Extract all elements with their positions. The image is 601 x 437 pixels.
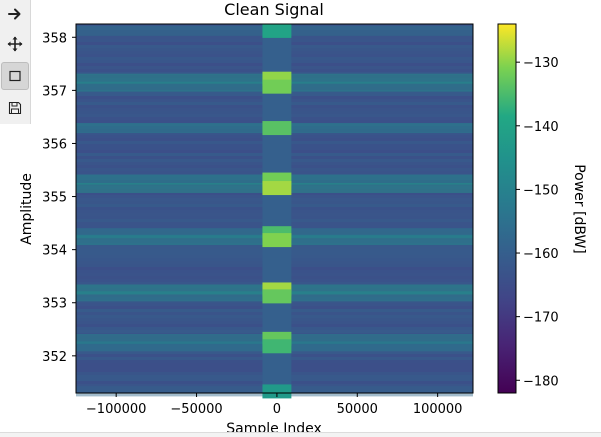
navigation-toolbar [0,0,31,124]
y-tick-label: 353 [42,297,67,312]
heatmap-image [76,23,473,399]
signal-peak [262,384,292,399]
y-axis: 352 353 354 355 356 357 358 [42,31,76,365]
y-tick-label: 356 [42,137,67,152]
colorbar-ticks: −180 −170 −160 −150 −140 −130 [516,56,559,389]
colorbar-gradient [497,23,517,394]
signal-peak [262,339,292,354]
y-tick-label: 355 [42,191,67,206]
colorbar-tick-label: −170 [523,311,559,326]
rectangle-icon [9,70,21,82]
y-tick-label: 357 [42,84,67,99]
y-tick-label: 354 [42,244,67,259]
status-strip [0,432,601,437]
colorbar: −180 −170 −160 −150 −140 −130 Power [dBW] [497,23,587,394]
y-axis-label: Amplitude [19,173,35,245]
y-tick-label: 358 [42,31,67,46]
plot-frame [75,23,474,394]
zoom-rect-button[interactable] [1,62,29,90]
x-tick-label: 100000 [413,402,463,417]
colorbar-tick-label: −150 [523,183,559,198]
x-tick-label: 50000 [337,402,378,417]
floppy-disk-icon [8,101,22,115]
colorbar-tick-label: −130 [523,56,559,71]
signal-peak [262,23,292,38]
y-tick-label: 352 [42,350,67,365]
arrow-right-icon [8,8,21,20]
chart-title: Clean Signal [224,0,324,19]
x-tick-label: −50000 [170,402,222,417]
colorbar-label: Power [dBW] [571,164,587,254]
move-icon [7,36,23,52]
signal-peak [262,79,292,94]
x-tick-label: −100000 [86,402,147,417]
colorbar-tick-label: −140 [523,120,559,135]
x-tick-label: 0 [273,402,281,417]
save-button[interactable] [1,94,29,122]
signal-peak [262,289,292,304]
colorbar-tick-label: −160 [523,247,559,262]
colorbar-tick-label: −180 [523,374,559,389]
forward-button[interactable] [1,0,29,28]
x-axis: −100000 −50000 0 50000 100000 [86,393,463,417]
signal-peak [262,121,292,136]
signal-peak [262,233,292,248]
pan-button[interactable] [1,30,29,58]
signal-peak [262,181,292,196]
